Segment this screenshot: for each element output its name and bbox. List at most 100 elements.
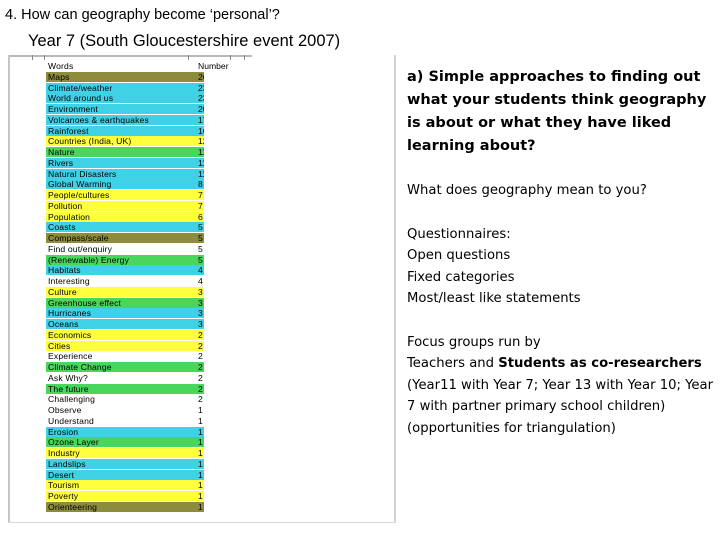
word-cell: Global Warming — [46, 179, 196, 190]
table-row: Oceans 3 — [46, 319, 256, 330]
number-cell: 2 — [198, 351, 203, 362]
word-cell: Coasts — [46, 222, 196, 233]
table-row: Understand 1 — [46, 416, 256, 427]
word-cell: Experience — [48, 351, 93, 362]
word-cell: Challenging — [48, 394, 96, 405]
word-cell: Find out/enquiry — [48, 243, 113, 254]
number-cell: 1 — [198, 405, 203, 415]
table-row: Culture 3 — [46, 286, 256, 298]
word-cell: Compass/scale — [46, 233, 196, 243]
number-cell: 8 — [196, 179, 204, 190]
number-cell: 6 — [196, 211, 204, 222]
word-cell: Climate/weather — [46, 82, 196, 93]
number-cell: 2 — [198, 372, 203, 383]
question-text: What does geography mean to you? — [407, 183, 647, 198]
survey-spreadsheet: Words Number Maps26Climate/weather23Worl… — [8, 55, 396, 523]
number-cell: 1 — [196, 426, 204, 437]
methods-title: Questionnaires: — [407, 226, 511, 242]
word-cell: Greenhouse effect — [46, 297, 196, 308]
number-cell: 2 — [196, 329, 204, 340]
number-cell: 1 — [196, 437, 204, 448]
table-header-row: Words Number — [46, 61, 256, 72]
table-row: Industry 1 — [46, 448, 256, 459]
focus-details: (Year11 with Year 7; Year 13 with Year 1… — [407, 377, 714, 436]
table-row: Orienteering 1 — [46, 501, 256, 513]
number-cell: 5 — [198, 243, 203, 254]
word-cell: Orienteering — [46, 501, 196, 512]
word-cell: Poverty — [46, 491, 196, 501]
number-cell: 3 — [196, 319, 204, 329]
word-frequency-table: Words Number Maps26Climate/weather23Worl… — [46, 61, 256, 513]
word-cell: Industry — [46, 448, 196, 458]
table-row: Pollution 7 — [46, 200, 256, 212]
table-row: (Renewable) Energy 5 — [46, 254, 256, 266]
number-cell: 5 — [196, 233, 204, 243]
number-cell: 7 — [196, 200, 204, 211]
table-row: Rainforest16 — [46, 125, 256, 137]
word-cell: Environment — [46, 104, 196, 114]
word-cell: Rivers — [46, 157, 196, 168]
word-cell: Erosion — [46, 426, 196, 437]
focus-teachers: Teachers and — [407, 356, 499, 371]
table-row: Ask Why? 2 — [46, 373, 256, 384]
number-cell: 3 — [196, 297, 204, 308]
word-cell: Countries (India, UK) — [46, 136, 196, 147]
table-row: Ozone Layer 1 — [46, 437, 256, 448]
word-cell: Tourism — [46, 480, 196, 491]
number-cell: 2 — [196, 383, 204, 394]
word-cell: Culture — [46, 286, 196, 297]
word-cell: Desert — [46, 469, 196, 480]
table-row: Tourism 1 — [46, 480, 256, 491]
table-row: Climate Change 2 — [46, 362, 256, 373]
right-text-column: a) Simple approaches to finding out what… — [407, 66, 717, 439]
word-cell: Ozone Layer — [46, 437, 196, 448]
number-cell: 2 — [198, 394, 203, 405]
word-cell: Pollution — [46, 200, 196, 211]
table-row: Countries (India, UK)12 — [46, 136, 256, 147]
number-cell: 16 — [196, 125, 204, 136]
table-row: Nature11 — [46, 147, 256, 158]
table-row: Poverty 1 — [46, 491, 256, 502]
table-row: People/cultures 7 — [46, 190, 256, 201]
number-cell: 2 — [196, 362, 204, 372]
table-row: Observe 1 — [46, 405, 256, 416]
number-cell: 7 — [196, 190, 204, 200]
word-cell: Hurricanes — [46, 308, 196, 319]
table-row: Desert 1 — [46, 469, 256, 481]
table-row: Cities 2 — [46, 340, 256, 352]
number-cell: 23 — [196, 82, 204, 93]
number-cell: 1 — [198, 415, 203, 426]
number-cell: 1 — [196, 448, 204, 458]
table-row: Maps26 — [46, 71, 256, 83]
word-cell: Volcanoes & earthquakes — [46, 114, 196, 125]
method-item: Fixed categories — [407, 269, 515, 285]
number-cell: 1 — [196, 469, 204, 480]
number-cell: 12 — [196, 136, 204, 147]
number-cell: 1 — [196, 491, 204, 501]
word-cell: The future — [46, 383, 196, 394]
table-row: Interesting 4 — [46, 276, 256, 287]
word-cell: Cities — [46, 340, 196, 351]
number-cell: 5 — [196, 254, 204, 265]
word-cell: Rainforest — [46, 125, 196, 136]
word-cell: Observe — [48, 405, 82, 415]
word-cell: Climate Change — [46, 362, 196, 372]
word-cell: Economics — [46, 329, 196, 340]
header-number: Number — [198, 61, 229, 71]
number-cell: 20 — [196, 104, 204, 114]
section-title: a) Simple approaches to finding out what… — [407, 69, 707, 154]
word-cell: World around us — [46, 93, 196, 104]
table-row: Economics 2 — [46, 329, 256, 341]
word-cell: Interesting — [48, 276, 90, 286]
number-cell: 2 — [196, 340, 204, 351]
number-cell: 23 — [196, 93, 204, 104]
word-cell: Landslips — [46, 458, 196, 469]
table-row: World around us23 — [46, 93, 256, 104]
word-cell: Ask Why? — [48, 372, 88, 383]
table-row: Experience 2 — [46, 351, 256, 362]
table-row: Global Warming 8 — [46, 179, 256, 190]
table-row: Find out/enquiry 5 — [46, 244, 256, 255]
table-row: Rivers11 — [46, 157, 256, 169]
table-row: Habitats 4 — [46, 265, 256, 276]
word-cell: Maps — [46, 71, 196, 82]
